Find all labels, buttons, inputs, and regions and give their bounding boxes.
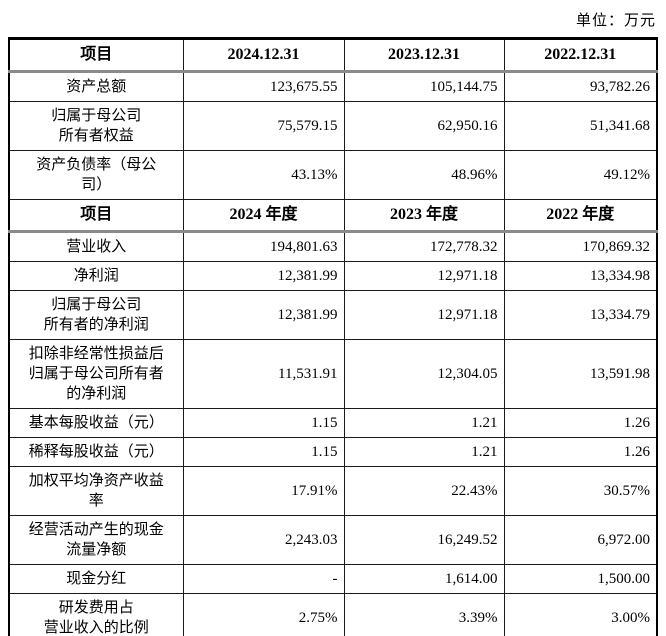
row-value-2023: 172,778.32: [343, 231, 505, 262]
row-value-2023: 105,144.75: [343, 71, 505, 102]
balance-header-2022: 2022.12.31: [503, 38, 658, 73]
row-value-2023: 1.21: [343, 437, 505, 467]
row-value-2022: 49.12%: [503, 150, 658, 200]
row-value-2023: 48.96%: [343, 150, 505, 200]
row-label: 扣除非经常性损益后 归属于母公司所有者 的净利润: [8, 339, 184, 409]
row-value-2022: 170,869.32: [503, 231, 658, 262]
unit-label: 单位：万元: [575, 13, 656, 29]
table-row-basic-eps: 基本每股收益（元） 1.15 1.21 1.26: [8, 408, 658, 438]
income-header-2022: 2022 年度: [503, 199, 658, 233]
row-value-2023: 62,950.16: [343, 101, 505, 151]
row-label: 现金分红: [8, 564, 184, 594]
row-value-2022: 1.26: [503, 408, 658, 438]
row-value-2024: 2.75%: [182, 593, 345, 636]
income-header-row: 项目 2024 年度 2023 年度 2022 年度: [8, 199, 658, 233]
row-value-2024: -: [182, 564, 345, 594]
row-value-2024: 75,579.15: [182, 101, 345, 151]
table-row-parent-equity: 归属于母公司 所有者权益 75,579.15 62,950.16 51,341.…: [8, 101, 658, 151]
table-row-parent-net-profit: 归属于母公司 所有者的净利润 12,381.99 12,971.18 13,33…: [8, 290, 658, 340]
row-value-2023: 12,971.18: [343, 261, 505, 291]
row-label: 稀释每股收益（元）: [8, 437, 184, 467]
row-value-2024: 43.13%: [182, 150, 345, 200]
row-value-2024: 12,381.99: [182, 261, 345, 291]
row-value-2022: 13,334.79: [503, 290, 658, 340]
row-label: 归属于母公司 所有者权益: [8, 101, 184, 151]
row-value-2022: 13,591.98: [503, 339, 658, 409]
row-label: 研发费用占 营业收入的比例: [8, 593, 184, 636]
row-value-2022: 1,500.00: [503, 564, 658, 594]
row-value-2022: 30.57%: [503, 466, 658, 516]
row-value-2023: 22.43%: [343, 466, 505, 516]
row-value-2022: 6,972.00: [503, 515, 658, 565]
balance-header-2023: 2023.12.31: [343, 38, 505, 73]
row-value-2024: 1.15: [182, 437, 345, 467]
row-value-2024: 2,243.03: [182, 515, 345, 565]
table-row-rd-expense-ratio: 研发费用占 营业收入的比例 2.75% 3.39% 3.00%: [8, 593, 658, 636]
row-label: 归属于母公司 所有者的净利润: [8, 290, 184, 340]
table-row-weighted-roe: 加权平均净资产收益 率 17.91% 22.43% 30.57%: [8, 466, 658, 516]
row-value-2023: 1.21: [343, 408, 505, 438]
row-value-2022: 1.26: [503, 437, 658, 467]
row-value-2024: 12,381.99: [182, 290, 345, 340]
row-label: 资产总额: [8, 71, 184, 102]
table-row-total-assets: 资产总额 123,675.55 105,144.75 93,782.26: [8, 71, 658, 102]
row-value-2023: 1,614.00: [343, 564, 505, 594]
row-value-2023: 12,304.05: [343, 339, 505, 409]
row-value-2024: 11,531.91: [182, 339, 345, 409]
row-value-2023: 3.39%: [343, 593, 505, 636]
balance-header-2024: 2024.12.31: [182, 38, 345, 73]
table-row-operating-revenue: 营业收入 194,801.63 172,778.32 170,869.32: [8, 231, 658, 262]
row-value-2022: 93,782.26: [503, 71, 658, 102]
table-row-diluted-eps: 稀释每股收益（元） 1.15 1.21 1.26: [8, 437, 658, 467]
row-value-2022: 13,334.98: [503, 261, 658, 291]
income-header-item: 项目: [8, 199, 184, 233]
row-label: 资产负债率（母公 司）: [8, 150, 184, 200]
row-label: 基本每股收益（元）: [8, 408, 184, 438]
row-value-2023: 12,971.18: [343, 290, 505, 340]
row-value-2023: 16,249.52: [343, 515, 505, 565]
balance-header-item: 项目: [8, 38, 184, 73]
row-value-2024: 1.15: [182, 408, 345, 438]
table-row-cash-dividend: 现金分红 - 1,614.00 1,500.00: [8, 564, 658, 594]
table-row-net-profit: 净利润 12,381.99 12,971.18 13,334.98: [8, 261, 658, 291]
balance-header-row: 项目 2024.12.31 2023.12.31 2022.12.31: [8, 38, 658, 73]
row-label: 净利润: [8, 261, 184, 291]
table-row-debt-ratio: 资产负债率（母公 司） 43.13% 48.96% 49.12%: [8, 150, 658, 200]
income-header-2023: 2023 年度: [343, 199, 505, 233]
row-value-2024: 194,801.63: [182, 231, 345, 262]
row-label: 经营活动产生的现金 流量净额: [8, 515, 184, 565]
row-label: 加权平均净资产收益 率: [8, 466, 184, 516]
row-value-2024: 17.91%: [182, 466, 345, 516]
row-label: 营业收入: [8, 231, 184, 262]
income-header-2024: 2024 年度: [182, 199, 345, 233]
row-value-2022: 3.00%: [503, 593, 658, 636]
table-row-operating-cash-flow: 经营活动产生的现金 流量净额 2,243.03 16,249.52 6,972.…: [8, 515, 658, 565]
financial-summary-table: 项目 2024.12.31 2023.12.31 2022.12.31 资产总额…: [8, 37, 658, 636]
row-value-2024: 123,675.55: [182, 71, 345, 102]
row-value-2022: 51,341.68: [503, 101, 658, 151]
table-row-deducted-net-profit: 扣除非经常性损益后 归属于母公司所有者 的净利润 11,531.91 12,30…: [8, 339, 658, 409]
